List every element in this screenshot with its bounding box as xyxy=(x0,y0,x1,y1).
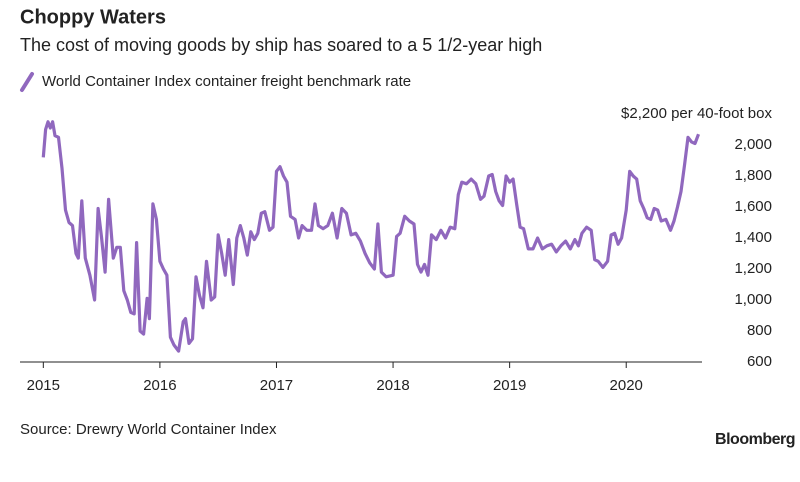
y-tick-label: 1,600 xyxy=(734,198,772,215)
y-tick-label: $2,200 per 40-foot box xyxy=(621,105,772,122)
y-tick-label: 2,000 xyxy=(734,136,772,153)
legend-swatch xyxy=(20,72,34,92)
y-tick-label: 600 xyxy=(747,353,772,370)
y-tick-label: 1,000 xyxy=(734,291,772,308)
legend-label: World Container Index container freight … xyxy=(42,73,411,90)
brand: Bloomberg xyxy=(715,431,795,448)
x-tick-label: 2015 xyxy=(27,377,60,394)
chart-subtitle: The cost of moving goods by ship has soa… xyxy=(20,35,542,55)
y-tick-label: 1,400 xyxy=(734,229,772,246)
chart-title: Choppy Waters xyxy=(20,6,166,28)
y-tick-label: 800 xyxy=(747,322,772,339)
source-note: Source: Drewry World Container Index xyxy=(20,421,277,438)
x-tick-label: 2016 xyxy=(143,377,176,394)
y-tick-label: 1,200 xyxy=(734,260,772,277)
y-tick-label: 1,800 xyxy=(734,167,772,184)
x-tick-label: 2019 xyxy=(493,377,526,394)
x-tick-label: 2018 xyxy=(376,377,409,394)
series-line xyxy=(41,120,700,353)
x-tick-label: 2020 xyxy=(610,377,643,394)
x-tick-label: 2017 xyxy=(260,377,293,394)
